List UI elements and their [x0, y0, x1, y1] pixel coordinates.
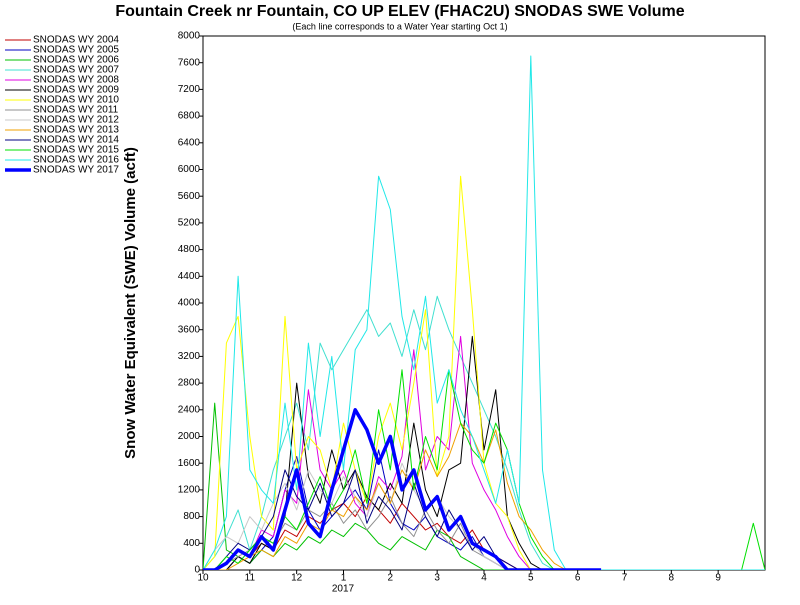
x-tick-label: 8 [669, 573, 675, 584]
x-tick-label: 2 [388, 573, 394, 584]
x-tick-label: 7 [622, 573, 628, 584]
y-tick-label: 400 [183, 538, 200, 549]
x-tick-label: 6 [575, 573, 581, 584]
x-tick-label: 11 [245, 573, 256, 584]
y-tick-label: 3600 [178, 324, 201, 335]
y-tick-label: 2400 [178, 404, 201, 415]
y-tick-label: 6800 [178, 111, 201, 122]
x-tick-label: 9 [715, 573, 721, 584]
series-line [203, 402, 765, 570]
series-line [203, 462, 765, 570]
x-tick-label: 12 [291, 573, 303, 584]
legend-label: SNODAS WY 2017 [33, 165, 119, 176]
y-tick-label: 4800 [178, 244, 201, 255]
y-tick-label: 800 [183, 511, 200, 522]
chart-subtitle: (Each line corresponds to a Water Year s… [292, 21, 507, 31]
legend-label: SNODAS WY 2013 [33, 125, 119, 136]
y-tick-label: 7600 [178, 57, 201, 68]
chart-title: Fountain Creek nr Fountain, CO UP ELEV (… [115, 3, 684, 20]
legend-label: SNODAS WY 2014 [33, 135, 119, 146]
series-line [203, 408, 602, 570]
series-line [203, 335, 765, 570]
legend-label: SNODAS WY 2005 [33, 45, 119, 56]
series-line [203, 175, 765, 570]
y-tick-label: 0 [194, 565, 200, 576]
y-axis-label: Snow Water Equivalent (SWE) Volume (acft… [122, 147, 139, 459]
y-tick-label: 1600 [178, 458, 201, 469]
series-line [203, 55, 765, 570]
legend-label: SNODAS WY 2011 [33, 105, 119, 116]
legend-label: SNODAS WY 2012 [33, 115, 119, 126]
x-tick-label: 3 [434, 573, 440, 584]
y-tick-label: 2800 [178, 378, 201, 389]
legend-label: SNODAS WY 2016 [33, 155, 119, 166]
y-tick-label: 8000 [178, 31, 201, 42]
legend-label: SNODAS WY 2008 [33, 75, 119, 86]
x-tick-label: 10 [197, 573, 209, 584]
y-tick-label: 5600 [178, 191, 201, 202]
y-tick-label: 7200 [178, 84, 201, 95]
y-tick-label: 4400 [178, 271, 201, 282]
legend-label: SNODAS WY 2009 [33, 85, 119, 96]
legend-label: SNODAS WY 2010 [33, 95, 119, 106]
x-tick-label: 4 [481, 573, 487, 584]
series-group [203, 55, 765, 570]
y-tick-label: 3200 [178, 351, 201, 362]
y-tick-label: 6400 [178, 137, 201, 148]
series-line [203, 469, 765, 570]
x-tick-label: 5 [528, 573, 534, 584]
legend-label: SNODAS WY 2015 [33, 145, 119, 156]
series-line [203, 335, 765, 570]
x-annotation: 2017 [332, 584, 355, 595]
legend-label: SNODAS WY 2006 [33, 55, 119, 66]
series-line [203, 295, 765, 570]
y-tick-label: 1200 [178, 485, 201, 496]
y-tick-label: 2000 [178, 431, 201, 442]
legend-label: SNODAS WY 2004 [33, 35, 119, 46]
y-tick-label: 5200 [178, 218, 201, 229]
legend-label: SNODAS WY 2007 [33, 65, 119, 76]
y-tick-label: 6000 [178, 164, 201, 175]
y-tick-label: 4000 [178, 298, 201, 309]
x-tick-label: 1 [341, 573, 347, 584]
